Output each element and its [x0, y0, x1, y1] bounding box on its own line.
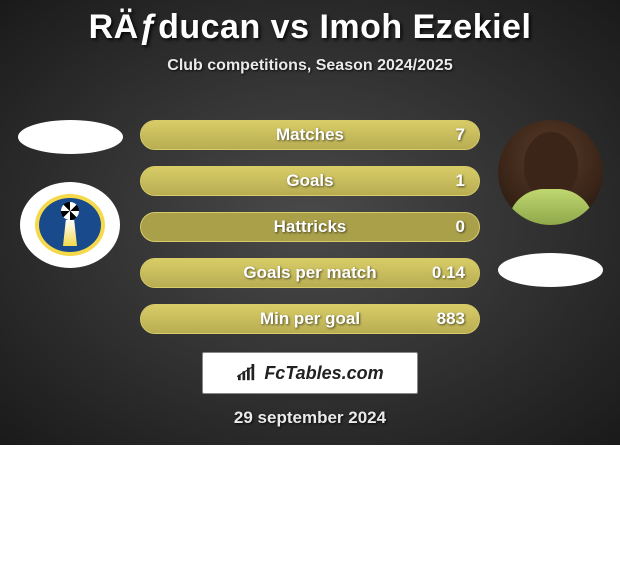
stat-label: Goals [286, 171, 333, 191]
stat-label: Hattricks [274, 217, 347, 237]
brand-text: FcTables.com [264, 363, 383, 384]
stats-list: Matches 7 Goals 1 Hattricks 0 Goals per match 0… [140, 120, 480, 334]
stat-right-value: 7 [456, 125, 465, 145]
stat-right-value: 0.14 [432, 263, 465, 283]
page-title: RÄƒducan vs Imoh Ezekiel [0, 0, 620, 47]
stat-label: Min per goal [260, 309, 360, 329]
left-player-avatar-placeholder [18, 120, 123, 154]
comparison-card: RÄƒducan vs Imoh Ezekiel Club competitio… [0, 0, 620, 445]
brand-badge[interactable]: FcTables.com [202, 352, 418, 394]
stat-row: Hattricks 0 [140, 212, 480, 242]
left-player-column [10, 120, 130, 268]
stat-label: Goals per match [243, 263, 376, 283]
stat-row: Goals 1 [140, 166, 480, 196]
page-subtitle: Club competitions, Season 2024/2025 [0, 57, 620, 75]
report-date: 29 september 2024 [0, 408, 620, 428]
right-player-column [490, 120, 610, 287]
bar-chart-icon [236, 364, 258, 382]
right-club-logo-placeholder [498, 253, 603, 287]
left-club-logo [20, 182, 120, 268]
stat-right-value: 1 [456, 171, 465, 191]
right-player-avatar [498, 120, 603, 225]
petrolul-badge-icon [35, 194, 105, 256]
stat-label: Matches [276, 125, 344, 145]
stat-right-value: 0 [456, 217, 465, 237]
stat-row: Min per goal 883 [140, 304, 480, 334]
stat-row: Matches 7 [140, 120, 480, 150]
stat-row: Goals per match 0.14 [140, 258, 480, 288]
stat-right-value: 883 [437, 309, 465, 329]
